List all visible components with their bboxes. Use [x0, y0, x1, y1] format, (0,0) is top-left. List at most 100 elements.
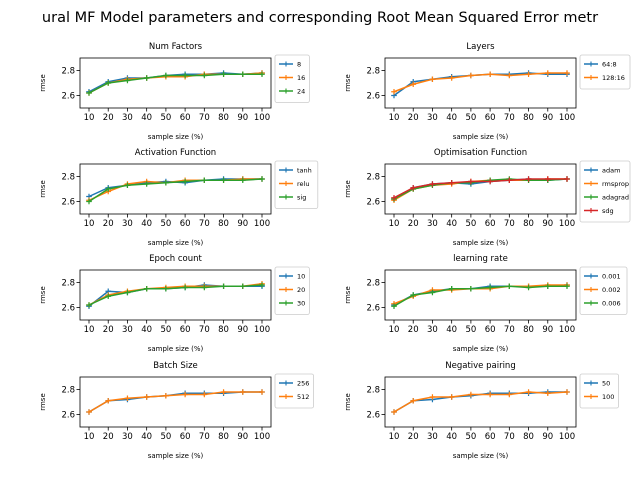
x-tick-label: 30 [122, 219, 133, 229]
series-line [393, 72, 567, 97]
data-point [143, 394, 150, 400]
x-tick-label: 30 [122, 113, 133, 123]
data-point [391, 88, 397, 95]
x-tick-label: 70 [199, 113, 210, 123]
x-tick-label: 70 [504, 432, 515, 442]
subplot-title: Batch Size [153, 361, 198, 371]
legend: 0.001 0.002 0.006 [579, 266, 628, 315]
legend-label: adam [602, 167, 620, 175]
subplot-title: Optimisation Function [434, 148, 527, 158]
legend-label: 128:16 [602, 74, 625, 82]
data-point [163, 392, 169, 399]
x-tick-label: 40 [446, 113, 457, 123]
x-tick-label: 20 [103, 432, 114, 442]
data-point [220, 389, 227, 395]
data-point [410, 81, 417, 88]
legend: 10 20 30 [274, 266, 310, 315]
data-point [86, 198, 92, 205]
x-tick-label: 30 [122, 325, 133, 335]
y-axis-label: rmse [344, 286, 352, 304]
legend-label: adagrad [602, 194, 629, 202]
legend-marker [283, 380, 289, 386]
series-20 [86, 280, 265, 308]
data-point [239, 71, 246, 78]
series-line [88, 284, 263, 306]
legend-marker [283, 88, 289, 94]
series-512 [86, 389, 265, 415]
data-point [124, 182, 131, 189]
axes-frame [79, 376, 272, 428]
x-tick-label: 10 [389, 219, 400, 229]
legend-label: sdg [602, 207, 614, 215]
x-tick-label: 90 [542, 325, 553, 335]
data-point [124, 395, 131, 402]
x-tick-label: 90 [542, 432, 553, 442]
data-point [105, 186, 112, 192]
data-point [487, 284, 493, 291]
x-tick-label: 10 [389, 113, 400, 123]
data-point [182, 178, 188, 185]
legend-label: relu [297, 180, 309, 188]
x-tick-label: 100 [559, 113, 575, 123]
series-256 [86, 389, 265, 415]
legend-marker [283, 287, 289, 292]
x-tick-label: 80 [523, 113, 534, 123]
data-point [544, 390, 551, 397]
x-tick-label: 100 [254, 113, 270, 123]
x-tick-label: 60 [485, 325, 496, 335]
legend-marker [588, 300, 594, 306]
x-tick-label: 10 [389, 325, 400, 335]
legend-marker [588, 61, 594, 67]
x-tick-label: 90 [542, 219, 553, 229]
data-point [143, 285, 150, 292]
y-axis-label: rmse [39, 74, 47, 92]
data-point [487, 391, 493, 398]
y-tick-label: 2.8 [366, 279, 380, 289]
subplot-title: learning rate [453, 254, 508, 264]
legend-marker [588, 181, 594, 186]
x-tick-label: 70 [199, 325, 210, 335]
legend-label: 64:8 [602, 61, 617, 69]
series-24 [86, 71, 265, 96]
legend-label: 20 [297, 286, 305, 294]
x-axis-label: sample size (%) [148, 345, 204, 353]
subplot-negative-pairing: Negative pairing 10 20 30 40 50 60 70 80 90 100 2.6… [344, 361, 619, 460]
data-point [220, 177, 227, 184]
series-line [393, 285, 567, 307]
x-tick-label: 90 [237, 219, 248, 229]
series-line [393, 178, 567, 199]
y-tick-label: 2.8 [366, 173, 380, 183]
data-point [163, 72, 169, 79]
x-tick-label: 80 [218, 113, 229, 123]
legend-label: 50 [602, 380, 610, 388]
data-point [143, 181, 150, 187]
data-point [391, 303, 397, 310]
x-tick-label: 60 [180, 432, 191, 442]
legend-marker [283, 167, 289, 173]
legend-marker [588, 208, 594, 213]
data-point [239, 283, 246, 290]
y-tick-label: 2.8 [61, 173, 75, 183]
legend-label: tanh [297, 167, 312, 175]
x-tick-label: 30 [427, 219, 438, 229]
x-tick-label: 80 [523, 325, 534, 335]
legend-marker [283, 75, 289, 80]
x-tick-label: 20 [408, 219, 419, 229]
data-point [506, 72, 513, 79]
x-tick-label: 70 [504, 325, 515, 335]
x-tick-label: 30 [427, 325, 438, 335]
legend-marker [588, 194, 594, 200]
subplot-layers: Layers 10 20 30 40 50 60 70 80 90 100 2.6 2.8 sample … [344, 42, 631, 141]
legend: tanh relu sig [274, 160, 319, 209]
x-tick-label: 80 [523, 219, 534, 229]
data-point [124, 77, 131, 84]
data-point [525, 389, 532, 395]
data-point [525, 176, 532, 182]
x-tick-label: 70 [199, 432, 210, 442]
data-point [525, 284, 532, 291]
data-point [544, 283, 551, 290]
data-point [468, 285, 474, 292]
data-point [259, 71, 265, 78]
y-tick-label: 2.8 [61, 279, 75, 289]
